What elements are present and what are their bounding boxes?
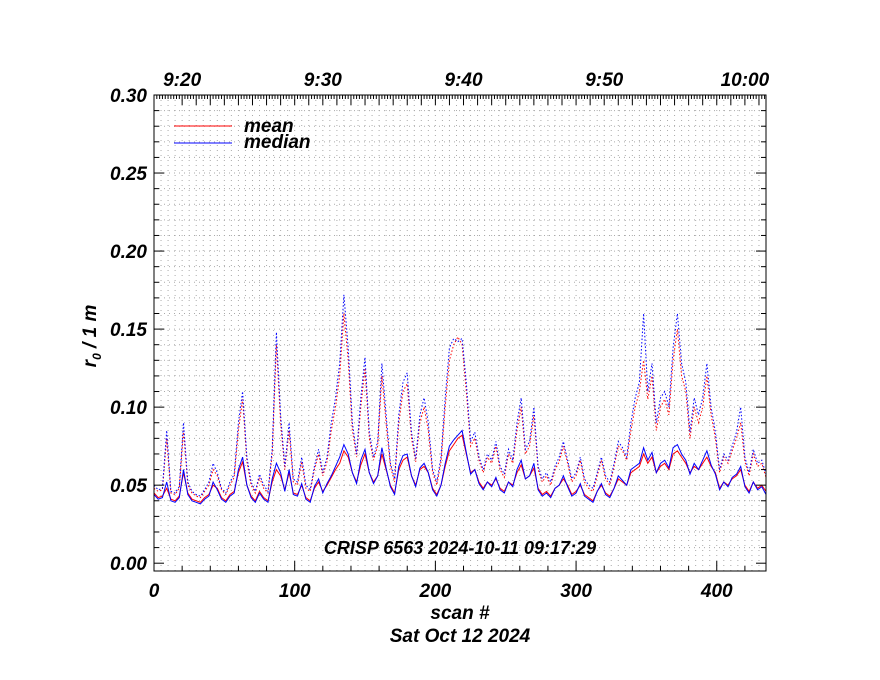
x-tick-label: 200 <box>419 581 452 602</box>
y-tick-label: 0.15 <box>110 320 147 341</box>
chart-annotation: CRISP 6563 2024-10-11 09:17:29 <box>324 538 596 558</box>
y-tick-label: 0.00 <box>110 554 147 575</box>
top-tick-label: 10:00 <box>721 70 770 91</box>
grid <box>154 95 766 571</box>
x-tick-label: 100 <box>279 581 311 602</box>
y-tick-label: 0.25 <box>110 164 147 185</box>
top-tick-label: 9:40 <box>445 70 483 91</box>
y-tick-label: 0.20 <box>110 242 147 263</box>
y-axis-title: r0 / 1 m <box>80 305 104 368</box>
y-tick-label: 0.05 <box>110 476 147 497</box>
y-axis-title-rest: / 1 m <box>80 305 101 354</box>
x-tick-label: 400 <box>700 581 733 602</box>
y-axis-title-main: r <box>80 358 101 367</box>
legend-label-mean: mean <box>244 116 294 137</box>
series-layer <box>153 294 767 505</box>
top-tick-label: 9:50 <box>585 70 623 91</box>
plot-frame <box>153 94 767 572</box>
series-mean-solid <box>153 434 767 503</box>
axes-layer: 0 100 200 300 400 9:20 9:30 9:40 9:50 10:00 0.00 0.… <box>110 70 770 602</box>
y-tick-label: 0.30 <box>110 86 147 107</box>
x-axis-date: Sat Oct 12 2024 <box>390 626 531 647</box>
x-axis-title: scan # <box>430 603 490 624</box>
series-median-dotted <box>153 294 767 497</box>
x-tick-label: 0 <box>149 581 160 602</box>
y-axis-title-subscript: 0 <box>90 353 104 360</box>
x-tick-label: 300 <box>560 581 592 602</box>
legend-label-median: median <box>244 132 311 153</box>
legend: mean median <box>174 116 311 153</box>
y-tick-label: 0.10 <box>110 398 147 419</box>
series-median-solid <box>153 429 767 505</box>
top-tick-label: 9:20 <box>163 70 201 91</box>
top-tick-label: 9:30 <box>304 70 342 91</box>
